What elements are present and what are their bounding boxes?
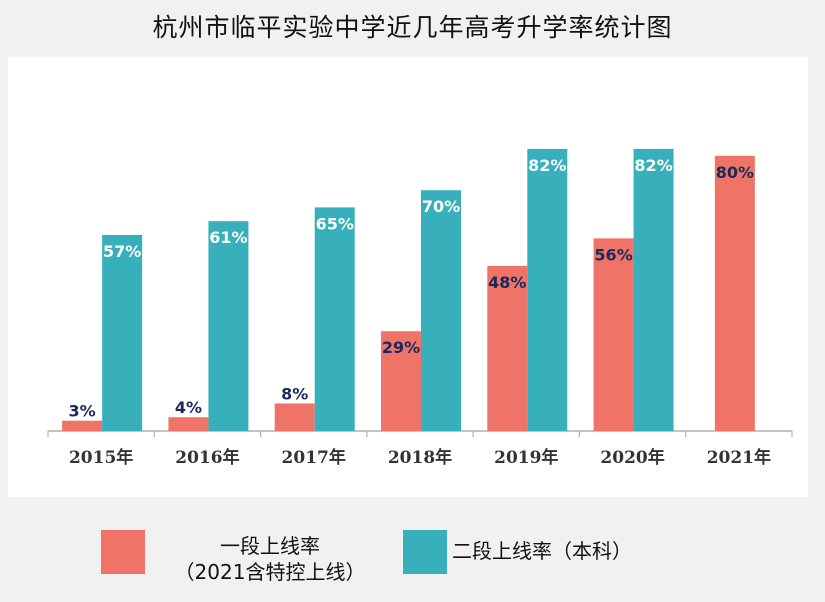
bar-1-2017年 [274, 403, 315, 431]
chart-panel: 3% 57% 2015年 4% 61% 2016年 8% 65% 2017年 29% 70% 2018… [8, 57, 808, 497]
bar-1-2021年 [714, 155, 755, 432]
data-label: 80% [716, 163, 754, 182]
data-label: 48% [488, 273, 526, 292]
legend-swatch-series2 [403, 530, 447, 574]
data-label: 8% [281, 384, 308, 403]
data-label: 4% [175, 398, 202, 417]
bar-2-2017年 [314, 207, 355, 431]
x-tick-label: 2019年 [494, 447, 558, 468]
data-label: 82% [528, 156, 566, 175]
bar-1-2018年 [381, 331, 421, 431]
bar-chart: 3% 57% 2015年 4% 61% 2016年 8% 65% 2017年 29% 70% 2018… [47, 148, 793, 468]
x-tick-label: 2015年 [69, 447, 133, 468]
chart-title: 杭州市临平实验中学近几年高考升学率统计图 [152, 13, 673, 42]
bar-1-2020年 [593, 238, 634, 431]
legend-label-series1-line2: （2021含特控上线） [174, 560, 366, 584]
data-label: 82% [634, 156, 672, 175]
data-label: 65% [316, 214, 354, 233]
x-tick-label: 2020年 [600, 447, 664, 468]
bar-2-2018年 [421, 190, 461, 431]
bar-2-2020年 [633, 148, 674, 432]
x-tick-label: 2016年 [175, 447, 239, 468]
legend-swatch-series1 [101, 530, 145, 574]
data-label: 70% [422, 197, 460, 216]
data-label: 29% [382, 338, 420, 357]
x-tick-label: 2017年 [282, 447, 346, 468]
legend-label-series2: 二段上线率（本科） [452, 539, 632, 563]
data-label: 57% [103, 242, 141, 261]
data-label: 61% [209, 228, 247, 247]
bar-2-2016年 [208, 221, 249, 431]
bar-1-2015年 [62, 420, 103, 431]
x-tick-label: 2021年 [707, 447, 771, 468]
bar-2-2019年 [527, 148, 568, 432]
data-label: 56% [594, 245, 632, 264]
bar-1-2019年 [487, 265, 528, 431]
bar-1-2016年 [168, 417, 209, 431]
legend-label-series1-line1: 一段上线率 [220, 534, 320, 558]
x-tick-label: 2018年 [388, 447, 452, 468]
bar-2-2015年 [102, 234, 143, 431]
data-label: 3% [69, 402, 96, 421]
legend-label-series1: 一段上线率 （2021含特控上线） [150, 533, 390, 585]
